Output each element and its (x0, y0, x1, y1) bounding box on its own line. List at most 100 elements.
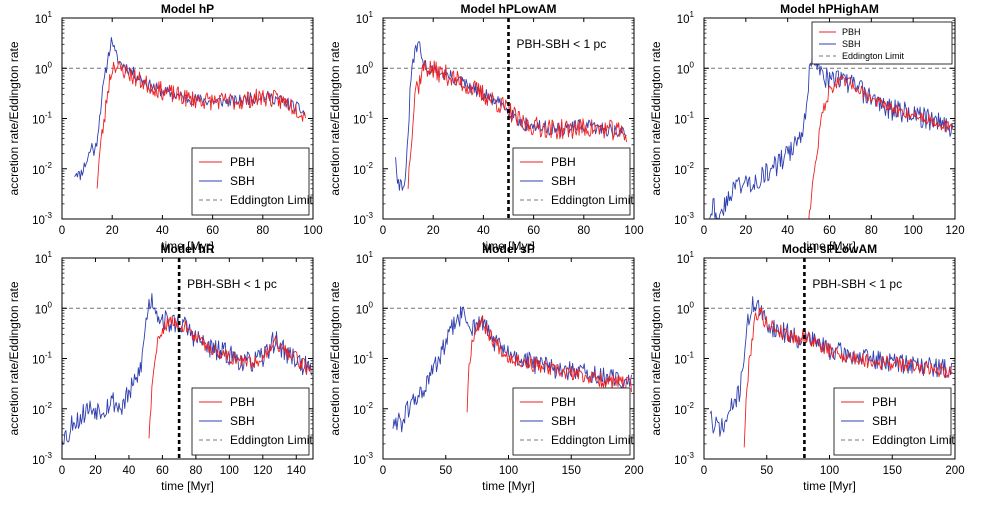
y-tick-label: 10-1 (674, 351, 694, 367)
legend: PBH SBH Eddington Limit (811, 21, 953, 65)
chart-title: Model sPLowAM (782, 242, 877, 256)
y-tick-exponent: 0 (48, 60, 53, 69)
legend-label: SBH (872, 414, 897, 428)
legend-label: PBH (842, 27, 861, 37)
x-tick-label: 200 (945, 465, 964, 477)
y-tick-exponent: 0 (369, 60, 374, 69)
y-tick-label: 10-2 (674, 401, 694, 417)
x-tick-label: 100 (220, 465, 239, 477)
x-axis-label: time [Myr] (161, 479, 214, 493)
legend-label: SBH (230, 414, 255, 428)
x-tick-label: 60 (823, 225, 836, 237)
legend-label: Eddington Limit (551, 193, 634, 207)
y-axis-label: accretion rate/Eddington rate (649, 41, 663, 195)
x-tick-label: 120 (253, 465, 272, 477)
chart-title: Model hPLowAM (461, 2, 557, 16)
x-tick-label: 100 (499, 465, 518, 477)
chart-panel: Model sP0 50 100 150 20010110010-110-210-3ti… (328, 242, 644, 493)
chart-panel: Model hR PBH-SBH < 1 pc 0 20 40 60 80 100 120 140… (7, 242, 314, 493)
legend-box (811, 21, 953, 65)
x-tick-label: 100 (303, 225, 322, 237)
x-tick-label: 40 (781, 225, 794, 237)
y-tick-label: 10-3 (353, 211, 373, 227)
x-tick-label: 80 (865, 225, 878, 237)
x-tick-label: 40 (123, 465, 136, 477)
legend-label: PBH (872, 395, 897, 409)
legend-label: SBH (230, 174, 255, 188)
y-tick-exponent: 1 (48, 250, 53, 259)
separation-annotation: PBH-SBH < 1 pc (187, 277, 277, 291)
y-tick-exponent: -2 (687, 401, 695, 410)
x-tick-label: 0 (380, 225, 386, 237)
x-tick-label: 80 (256, 225, 269, 237)
y-tick-exponent: -1 (366, 111, 374, 120)
y-axis-label: accretion rate/Eddington rate (328, 41, 342, 195)
x-axis-label: time [Myr] (803, 239, 856, 253)
y-tick-label: 101 (356, 10, 374, 26)
chart-title: Model hP (161, 2, 214, 16)
legend-label: Eddington Limit (842, 51, 905, 61)
y-tick-exponent: -2 (45, 401, 53, 410)
y-tick-label: 10-1 (32, 351, 52, 367)
y-tick-exponent: -3 (687, 211, 695, 220)
y-tick-exponent: 1 (369, 10, 374, 19)
x-tick-label: 0 (701, 465, 707, 477)
y-axis-label: accretion rate/Eddington rate (7, 41, 21, 195)
x-axis-label: time [Myr] (482, 479, 535, 493)
y-tick-exponent: -1 (687, 351, 695, 360)
x-tick-label: 20 (739, 225, 752, 237)
y-tick-exponent: -2 (366, 161, 374, 170)
y-tick-label: 10-3 (32, 451, 52, 467)
legend: PBH SBH Eddington Limit (512, 147, 634, 216)
y-tick-exponent: 0 (690, 60, 695, 69)
y-tick-label: 10-2 (32, 401, 52, 417)
legend-label: Eddington Limit (230, 193, 313, 207)
series-line-pbh (148, 316, 312, 439)
legend-label: PBH (551, 395, 576, 409)
x-tick-label: 200 (624, 465, 643, 477)
y-tick-exponent: -2 (45, 161, 53, 170)
y-axis-label: accretion rate/Eddington rate (7, 281, 21, 435)
legend: PBH SBH Eddington Limit (833, 387, 955, 456)
y-tick-label: 100 (35, 300, 53, 316)
x-tick-label: 120 (945, 225, 964, 237)
y-axis-label: accretion rate/Eddington rate (649, 281, 663, 435)
y-tick-label: 10-3 (674, 211, 694, 227)
legend-label: PBH (551, 155, 576, 169)
legend-label: PBH (230, 155, 255, 169)
x-tick-label: 0 (701, 225, 707, 237)
series-line-pbh (407, 60, 627, 189)
x-tick-label: 20 (89, 465, 102, 477)
y-tick-label: 10-1 (32, 111, 52, 127)
y-tick-label: 10-2 (674, 161, 694, 177)
y-tick-label: 100 (677, 300, 695, 316)
x-tick-label: 50 (439, 465, 452, 477)
x-tick-label: 60 (156, 465, 169, 477)
series-line-pbh (808, 75, 953, 219)
y-tick-exponent: -2 (366, 401, 374, 410)
y-tick-label: 101 (677, 10, 695, 26)
y-tick-exponent: -3 (366, 451, 374, 460)
y-tick-label: 10-1 (353, 351, 373, 367)
x-tick-label: 40 (156, 225, 169, 237)
chart-title: Model hR (161, 242, 215, 256)
separation-annotation: PBH-SBH < 1 pc (517, 37, 607, 51)
y-tick-label: 100 (356, 300, 374, 316)
y-tick-exponent: 1 (690, 10, 695, 19)
x-tick-label: 20 (106, 225, 119, 237)
y-tick-label: 10-2 (353, 161, 373, 177)
legend: PBH SBH Eddington Limit (512, 387, 634, 456)
x-tick-label: 140 (287, 465, 306, 477)
y-tick-label: 101 (677, 250, 695, 266)
y-tick-label: 10-3 (674, 451, 694, 467)
y-tick-exponent: -3 (45, 451, 53, 460)
y-tick-label: 101 (35, 250, 53, 266)
x-axis-label: time [Myr] (161, 239, 214, 253)
x-axis-label: time [Myr] (803, 479, 856, 493)
y-tick-exponent: 1 (690, 250, 695, 259)
x-tick-label: 80 (577, 225, 590, 237)
x-tick-label: 150 (562, 465, 581, 477)
legend: PBH SBH Eddington Limit (191, 387, 313, 456)
